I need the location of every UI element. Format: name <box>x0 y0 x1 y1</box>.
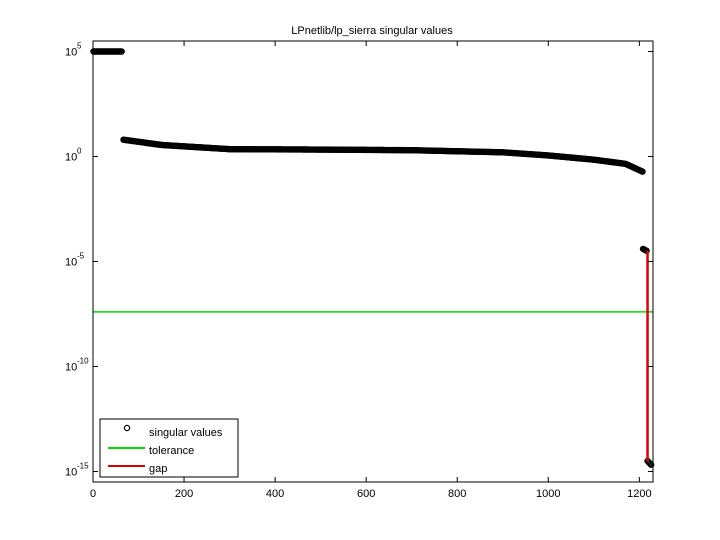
x-tick-label: 600 <box>357 488 375 500</box>
singular-value-point <box>646 459 653 467</box>
singular-value-point <box>639 168 646 175</box>
x-axis: 0 200 400 600 800 1000 1200 <box>90 41 652 500</box>
x-tick-label: 800 <box>448 488 466 500</box>
singular-value-point <box>118 48 125 55</box>
y-tick-label-base: 10 <box>65 467 77 479</box>
y-tick-label-base: 10 <box>65 47 77 59</box>
y-tick-label-exponent: -15 <box>77 462 89 471</box>
y-tick-label-base: 10 <box>65 152 77 164</box>
x-tick-label: 1200 <box>627 488 651 500</box>
x-tick-label: 1000 <box>536 488 560 500</box>
y-tick-label-exponent: -5 <box>77 252 85 261</box>
y-tick-label-base: 10 <box>65 362 77 374</box>
y-tick-label-exponent: 0 <box>77 147 82 156</box>
y-tick-label-exponent: -10 <box>77 357 89 366</box>
chart-title: LPnetlib/lp_sierra singular values <box>291 25 453 37</box>
x-tick-label: 400 <box>266 488 284 500</box>
singular-value-point <box>647 461 655 468</box>
legend-label: tolerance <box>149 445 194 457</box>
x-tick-label: 200 <box>175 488 193 500</box>
y-tick-label-exponent: 5 <box>77 42 82 51</box>
legend-marker-circle <box>123 424 131 432</box>
legend-label: singular values <box>149 427 223 439</box>
y-tick-label-base: 10 <box>65 257 77 269</box>
x-tick-label: 0 <box>90 488 96 500</box>
legend: singular values tolerance gap <box>99 418 239 478</box>
plot-area <box>90 48 655 468</box>
legend-label: gap <box>149 463 167 475</box>
